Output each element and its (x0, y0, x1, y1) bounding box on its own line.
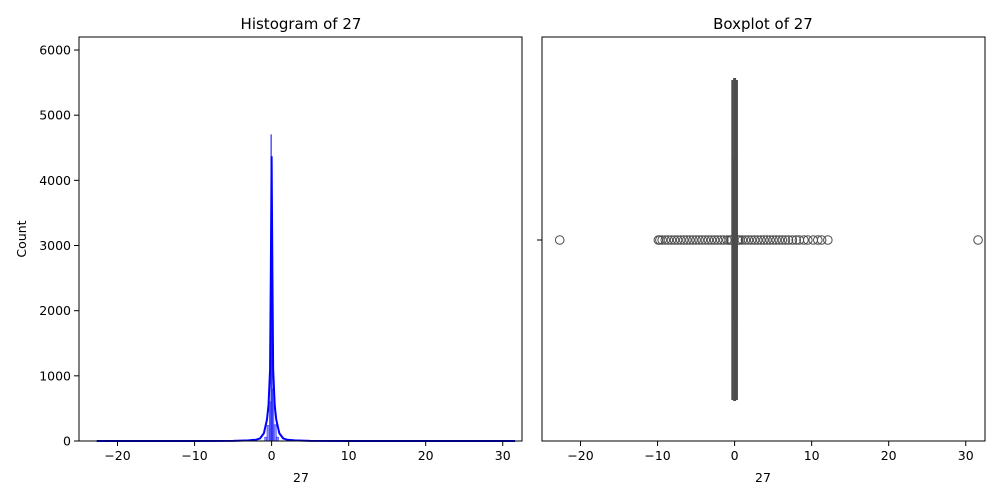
histogram-bar (273, 424, 277, 442)
boxplot-outlier (791, 235, 802, 245)
boxplot-plot-area (554, 78, 983, 401)
boxplot-outlier (740, 235, 751, 245)
boxplot-outlier (688, 235, 698, 245)
histogram-bar (276, 436, 279, 442)
boxplot-outlier (703, 235, 714, 245)
histogram-x-tick-label: 20 (418, 448, 434, 463)
histogram-plot-area (96, 134, 516, 442)
histogram-y-tick-label: 5000 (39, 108, 71, 123)
boxplot-outlier (774, 235, 785, 245)
histogram-y-tick-label: 0 (63, 434, 71, 449)
boxplot-outlier (765, 235, 775, 245)
histogram-panel: Histogram of 27 −20 −10 0 10 20 30 0 1000 2000 3… (14, 15, 523, 485)
histogram-y-tick-label: 3000 (39, 238, 71, 253)
kde-line (96, 156, 516, 442)
histogram-y-tick-label: 1000 (39, 368, 71, 383)
boxplot-outlier (746, 235, 757, 245)
boxplot-outlier (678, 235, 689, 245)
boxplot-outlier (706, 235, 717, 245)
boxplot-outlier (816, 235, 827, 245)
boxplot-outlier (669, 235, 680, 245)
boxplot-outlier (749, 235, 760, 245)
boxplot-outlier (554, 235, 565, 245)
boxplot-outlier (783, 235, 794, 245)
histogram-x-ticks: −20 −10 0 10 20 30 (104, 441, 511, 463)
boxplot-x-tick-label: 0 (731, 448, 739, 463)
boxplot-x-ticks: −20 −10 0 10 20 30 (567, 441, 974, 463)
histogram-title: Histogram of 27 (241, 15, 362, 33)
boxplot-outlier (803, 235, 813, 245)
boxplot-x-tick-label: −10 (644, 448, 670, 463)
boxplot-outlier (768, 235, 778, 245)
histogram-x-tick-label: −20 (104, 448, 130, 463)
histogram-x-tick-label: 10 (341, 448, 357, 463)
boxplot-outlier (672, 235, 683, 245)
histogram-bar (266, 425, 270, 442)
histogram-y-tick-label: 2000 (39, 303, 71, 318)
boxplot-outlier (694, 235, 704, 245)
boxplot-outlier (660, 235, 671, 245)
histogram-y-axis-label: Count (14, 220, 29, 257)
boxplot-outlier (663, 235, 674, 245)
histogram-bar (264, 436, 268, 442)
histogram-x-axis-label: 27 (293, 470, 309, 485)
boxplot-outlier (799, 235, 809, 245)
boxplot-outlier (771, 235, 782, 245)
boxplot-x-tick-label: 20 (881, 448, 897, 463)
boxplot-outlier (743, 235, 754, 245)
boxplot-x-tick-label: 30 (958, 448, 974, 463)
boxplot-panel: Boxplot of 27 −20 −10 0 10 20 30 27 (537, 15, 986, 485)
boxplot-outlier (752, 235, 763, 245)
histogram-y-tick-label: 6000 (39, 43, 71, 58)
boxplot-outlier (780, 235, 791, 245)
boxplot-outlier (787, 235, 798, 245)
histogram-axes-frame (78, 36, 523, 442)
boxplot-outlier (682, 235, 692, 245)
boxplot-outlier (700, 235, 711, 245)
boxplot-outlier (675, 235, 686, 245)
boxplot-outlier (666, 235, 677, 245)
boxplot-outlier (973, 235, 983, 245)
boxplot-x-axis-label: 27 (755, 470, 771, 485)
histogram-x-tick-label: 0 (268, 448, 276, 463)
boxplot-outlier (712, 235, 723, 245)
boxplot-outlier (697, 235, 708, 245)
boxplot-title: Boxplot of 27 (713, 15, 813, 33)
boxplot-outlier (722, 235, 732, 245)
histogram-y-ticks: 0 1000 2000 3000 4000 5000 6000 (39, 43, 79, 449)
boxplot-outlier (823, 235, 833, 245)
boxplot-outlier (657, 235, 667, 245)
boxplot-outlier (762, 235, 772, 245)
boxplot-x-tick-label: 10 (804, 448, 820, 463)
boxplot-outlier (777, 235, 788, 245)
boxplot-outlier (709, 235, 720, 245)
boxplot-outlier (685, 235, 695, 245)
boxplot-outlier (719, 235, 729, 245)
histogram-x-tick-label: −10 (181, 448, 207, 463)
boxplot-outlier (813, 235, 823, 245)
boxplot-outlier (737, 235, 748, 245)
boxplot-axes-frame (541, 36, 986, 442)
boxplot-outlier (756, 235, 766, 245)
histogram-y-tick-label: 4000 (39, 173, 71, 188)
boxplot-outlier (759, 235, 769, 245)
boxplot-x-tick-label: −20 (567, 448, 593, 463)
histogram-bar (269, 401, 272, 442)
histogram-x-tick-label: 30 (495, 448, 511, 463)
boxplot-outlier (691, 235, 701, 245)
